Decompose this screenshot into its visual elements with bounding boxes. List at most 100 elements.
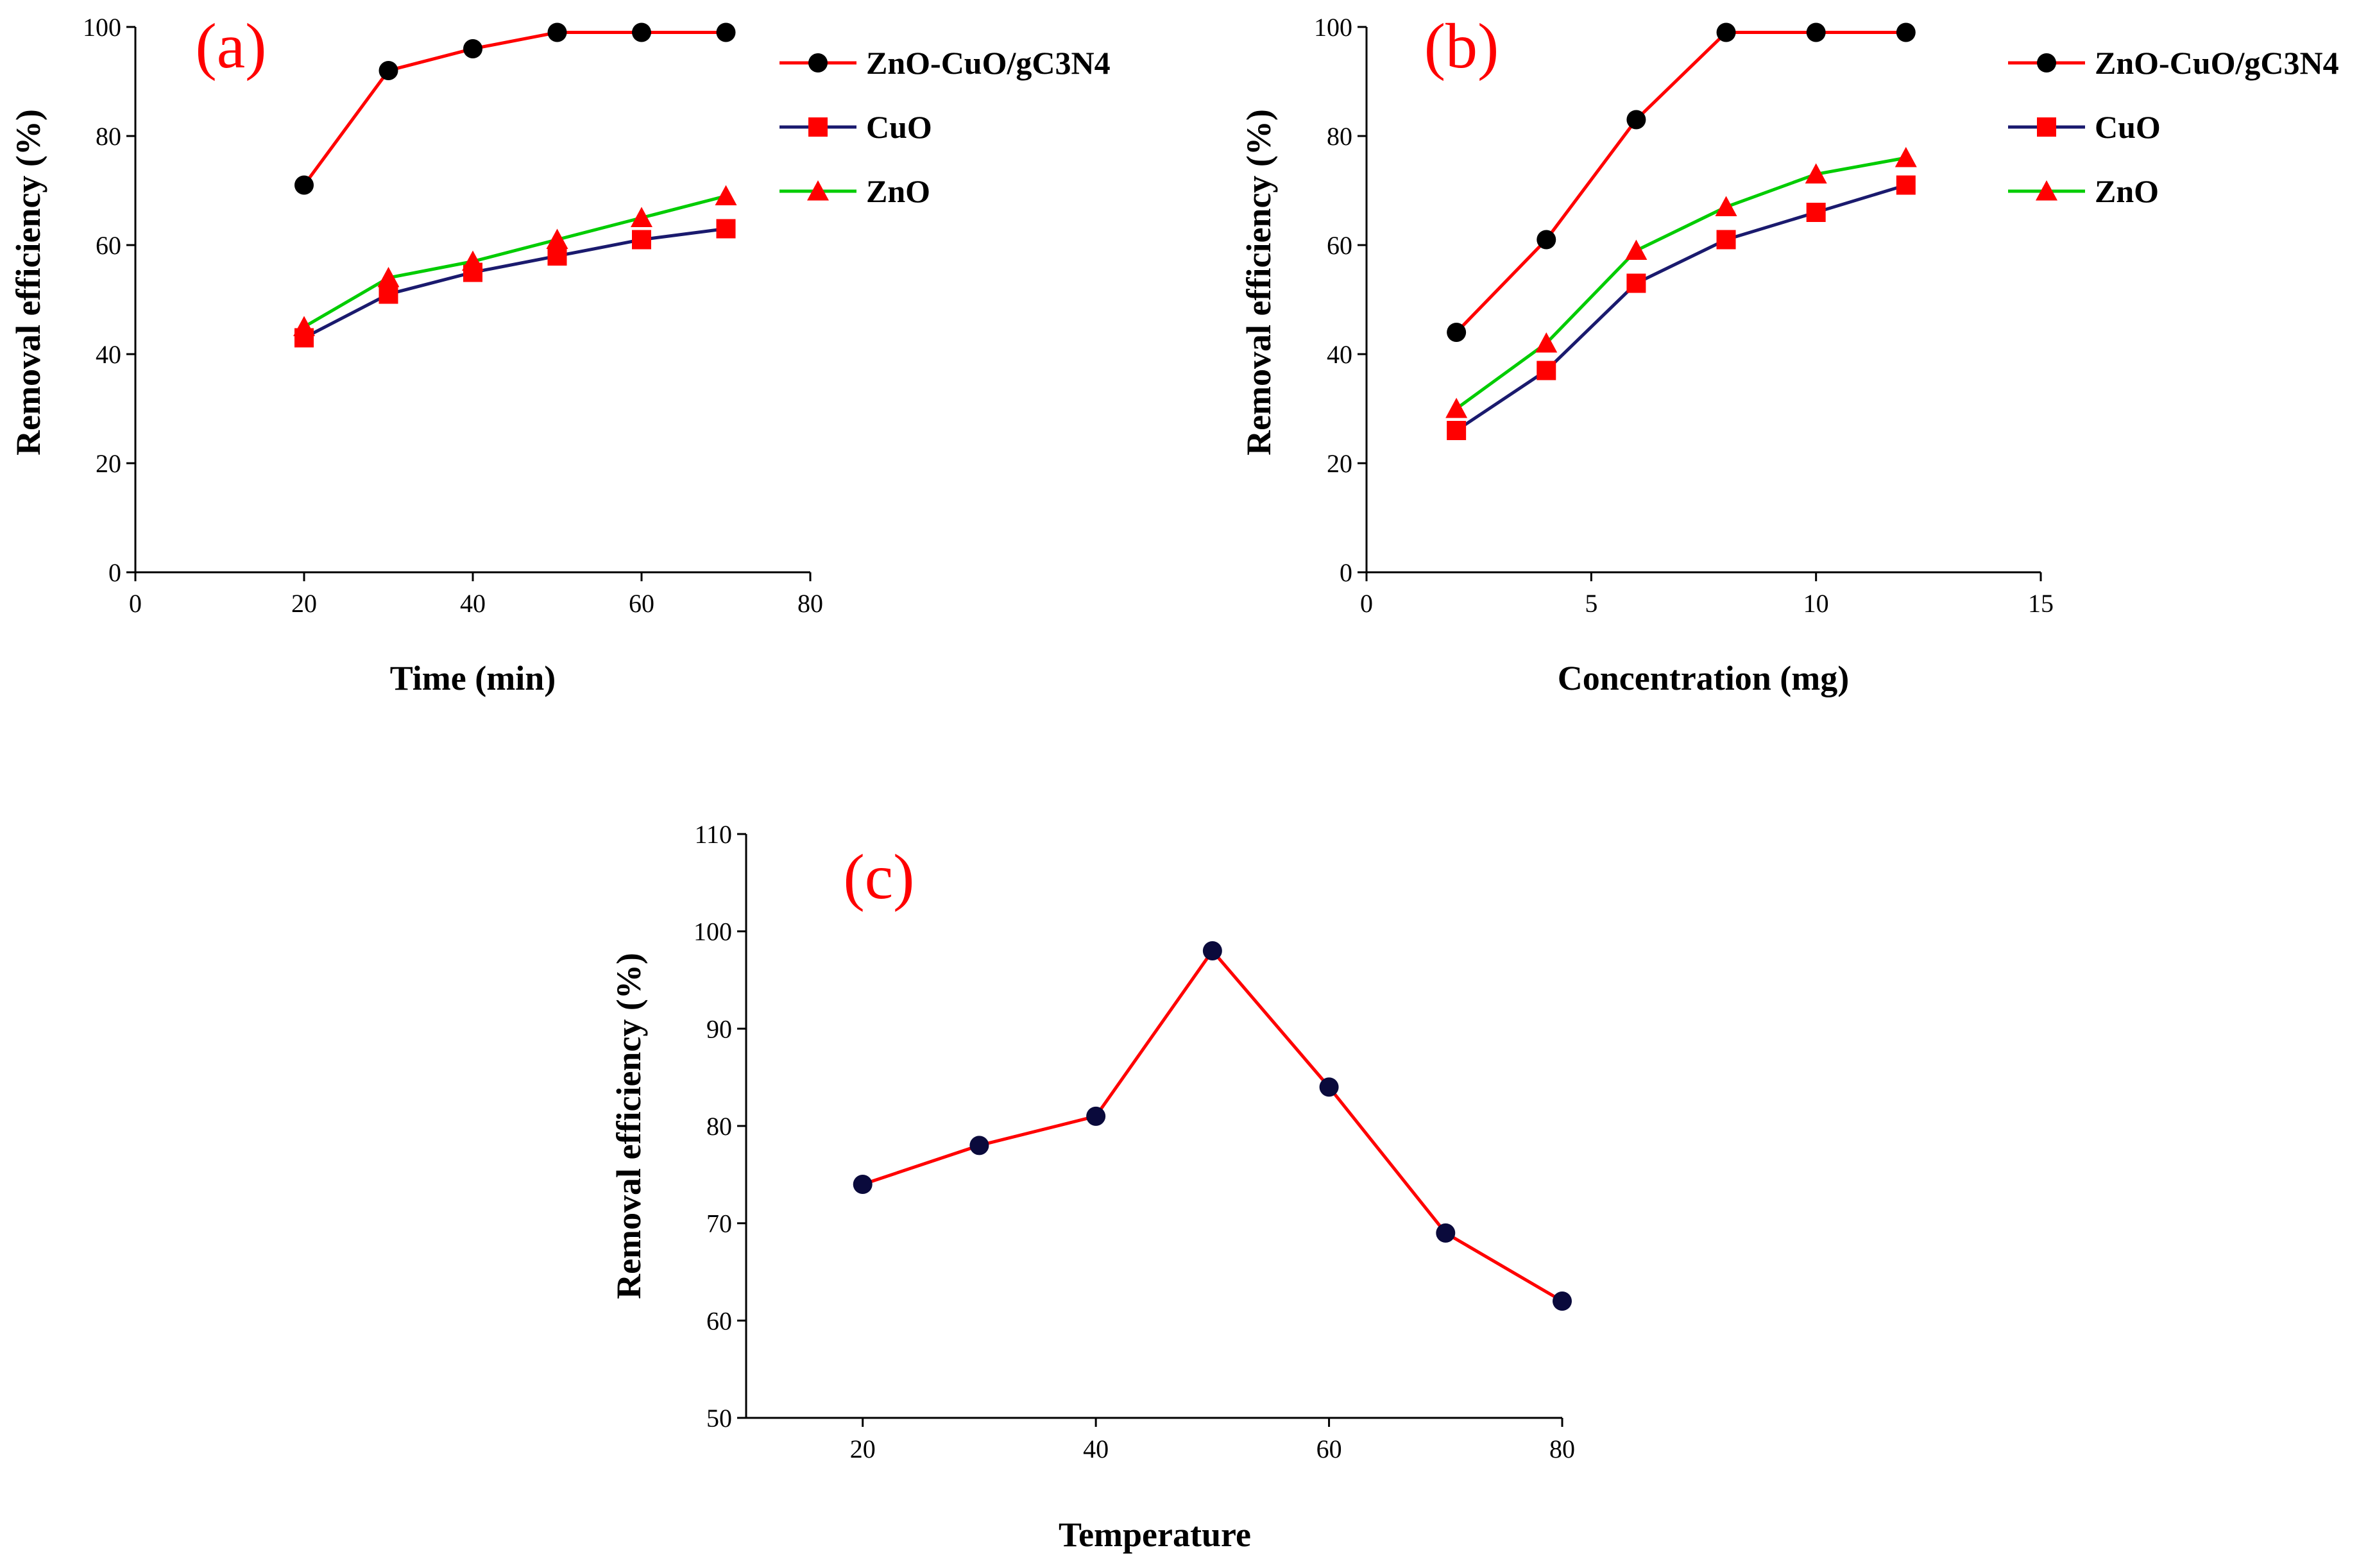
data-point	[546, 228, 568, 249]
series-line	[1455, 31, 1906, 334]
x-tick-label: 80	[797, 589, 823, 618]
y-tick-label: 70	[706, 1209, 732, 1238]
data-point	[1806, 203, 1826, 222]
data-point	[1445, 398, 1468, 418]
series-line	[1455, 183, 1907, 432]
data-point	[1805, 163, 1827, 183]
x-axis-title: Temperature	[1059, 1515, 1251, 1554]
panel-label: (b)	[1424, 10, 1499, 81]
legend-marker	[807, 180, 829, 201]
data-point	[1715, 196, 1737, 216]
y-tick-label: 80	[1327, 122, 1352, 151]
y-axis-title: Removal efficiency (%)	[609, 953, 648, 1299]
legend-marker	[808, 117, 828, 137]
data-point	[547, 22, 567, 42]
chart-panel-1: 0 20 40 60 80 0 20 40 60 80 100 Time (min) Removal e…	[9, 10, 1111, 697]
y-tick-label: 40	[96, 340, 121, 369]
x-tick-label: 60	[629, 589, 654, 618]
y-tick-label: 90	[706, 1014, 732, 1043]
data-point	[1626, 110, 1646, 130]
data-point	[1895, 147, 1917, 167]
data-point	[377, 267, 400, 287]
x-tick-label: 15	[2028, 589, 2054, 618]
series-cuo	[1447, 175, 1916, 440]
panel-label: (c)	[844, 841, 915, 912]
series-cuo	[294, 219, 736, 348]
data-point	[1896, 22, 1916, 42]
chart-panel-3: 20 40 60 80 50 60 70 80 90 100 110 Temperature Remov…	[609, 820, 1575, 1554]
data-point	[379, 284, 398, 304]
y-axis-title: Removal efficiency (%)	[9, 109, 47, 456]
y-tick-label: 60	[96, 231, 121, 260]
y-axis-title: Removal efficiency (%)	[1239, 109, 1278, 456]
x-tick-label: 40	[460, 589, 486, 618]
x-tick-label: 60	[1316, 1435, 1342, 1463]
series-line	[303, 194, 727, 328]
chart-panel-2: 0 5 10 15 0 20 40 60 80 100 Concentration (mg) Remo…	[1239, 10, 2339, 697]
data-point	[1625, 239, 1648, 260]
data-point	[1716, 230, 1736, 250]
y-tick-label: 100	[1314, 13, 1352, 42]
x-tick-label: 20	[850, 1435, 876, 1463]
series-line	[1455, 156, 1907, 411]
data-point	[1535, 332, 1558, 353]
x-tick-label: 80	[1549, 1435, 1575, 1463]
data-point	[1447, 323, 1467, 342]
legend-entry: CuO	[779, 109, 932, 145]
data-point	[632, 230, 651, 250]
legend-label: ZnO-CuO/gC3N4	[2095, 45, 2339, 81]
series-temperature	[853, 941, 1572, 1311]
series-zno-cuo-gc3n4	[294, 22, 736, 195]
series-line	[303, 227, 726, 339]
data-point	[1716, 22, 1736, 42]
data-point	[1086, 1106, 1106, 1126]
data-point	[1436, 1223, 1456, 1243]
data-point	[547, 246, 567, 266]
x-axis-title: Time (min)	[390, 659, 556, 697]
legend-entry: CuO	[2008, 109, 2161, 145]
data-point	[379, 61, 398, 80]
data-point	[716, 219, 736, 239]
x-tick-label: 20	[291, 589, 317, 618]
legend-label: CuO	[2095, 109, 2161, 145]
x-axis-title: Concentration (mg)	[1558, 659, 1849, 697]
series-zno-cuo-gc3n4	[1447, 22, 1916, 342]
x-tick-label: 40	[1083, 1435, 1109, 1463]
data-point	[294, 175, 314, 195]
y-tick-label: 60	[706, 1306, 732, 1335]
legend-marker	[808, 53, 828, 72]
x-tick-label: 5	[1585, 589, 1597, 618]
series-line	[862, 948, 1563, 1303]
y-tick-label: 110	[694, 820, 732, 849]
y-tick-label: 60	[1327, 231, 1352, 260]
panel-label: (a)	[196, 10, 267, 81]
legend-label: ZnO	[866, 173, 930, 209]
legend-entry: ZnO	[2008, 173, 2159, 209]
legend-label: ZnO	[2095, 173, 2159, 209]
data-point	[1537, 230, 1556, 250]
legend-entry: ZnO-CuO/gC3N4	[2008, 45, 2339, 81]
data-point	[1447, 421, 1467, 440]
data-point	[1537, 361, 1556, 380]
y-tick-label: 50	[706, 1404, 732, 1433]
series-zno	[293, 185, 737, 336]
data-point	[715, 185, 737, 205]
data-point	[716, 22, 736, 42]
y-tick-label: 80	[706, 1112, 732, 1141]
x-tick-label: 0	[129, 589, 142, 618]
legend-marker	[2037, 53, 2056, 72]
data-point	[1896, 175, 1916, 195]
x-tick-label: 0	[1360, 589, 1373, 618]
y-tick-label: 80	[96, 122, 121, 151]
data-point	[1319, 1077, 1339, 1097]
data-point	[969, 1136, 989, 1155]
series-line	[302, 31, 726, 186]
y-tick-label: 20	[1327, 449, 1352, 478]
legend-entry: ZnO-CuO/gC3N4	[779, 45, 1111, 81]
legend-label: ZnO-CuO/gC3N4	[866, 45, 1111, 81]
y-tick-label: 100	[83, 13, 121, 42]
y-tick-label: 0	[108, 558, 121, 587]
y-tick-label: 40	[1327, 340, 1352, 369]
series-zno	[1445, 147, 1917, 418]
